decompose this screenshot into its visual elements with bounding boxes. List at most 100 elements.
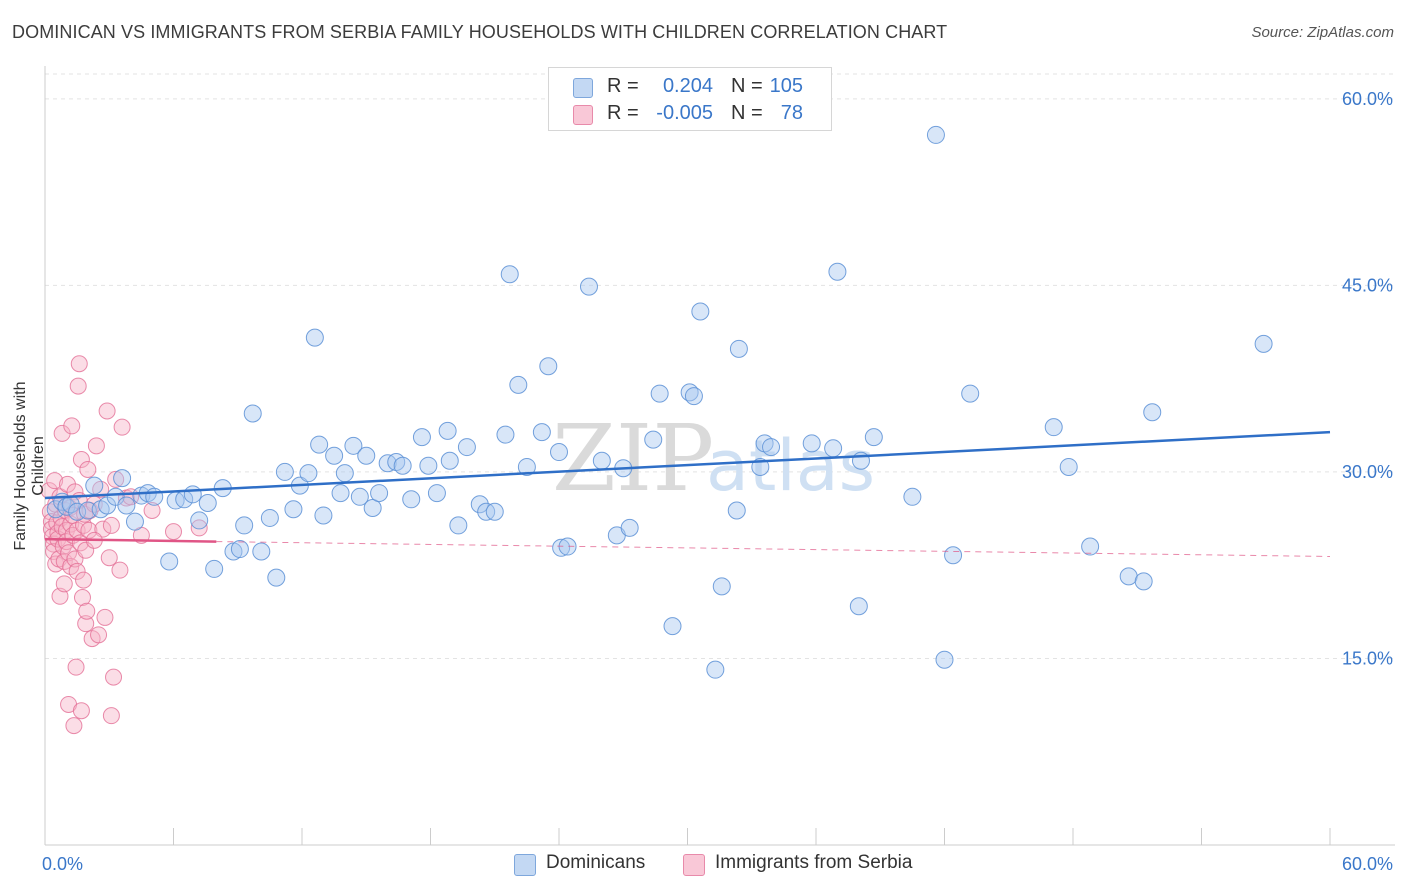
dominican-point <box>117 496 136 515</box>
dominican-point <box>684 387 703 406</box>
dominican-point <box>419 456 438 475</box>
legend-swatch-blue <box>573 78 593 98</box>
dominican-point <box>691 302 710 321</box>
legend-n-label: N = <box>731 102 763 124</box>
serbia-point <box>69 377 87 395</box>
dominican-point <box>113 469 132 488</box>
serbia-point <box>96 608 114 626</box>
serbia-trend-line <box>44 537 217 543</box>
dominican-point <box>1044 418 1063 437</box>
dominican-point <box>78 501 97 520</box>
serbia-point <box>102 516 120 534</box>
serbia-point <box>78 602 96 620</box>
dominican-point <box>325 446 344 465</box>
y-tick-label: 15.0% <box>1342 648 1393 668</box>
dominican-point <box>275 462 294 481</box>
dominican-point <box>350 487 369 506</box>
dominican-point <box>205 559 224 578</box>
dominican-point <box>299 464 318 483</box>
serbia-point <box>70 355 88 373</box>
dominican-point <box>496 425 515 444</box>
dominican-point <box>85 476 104 495</box>
dominican-point <box>314 506 333 525</box>
dominican-point <box>802 434 821 453</box>
legend-r-label: R = <box>607 75 639 97</box>
dominican-point <box>470 495 489 514</box>
bottom-legend-label: Dominicans <box>546 852 646 873</box>
dominican-point <box>412 428 431 447</box>
bottom-legend-swatch-blue <box>514 854 536 876</box>
serbia-point <box>102 707 120 725</box>
dominican-point <box>961 384 980 403</box>
dominican-point <box>305 328 324 347</box>
y-tick-label: 30.0% <box>1342 462 1393 482</box>
dominican-point <box>260 508 279 527</box>
serbia-point <box>90 626 108 644</box>
dominican-point <box>344 436 363 455</box>
dominican-point <box>620 518 639 537</box>
serbia-point <box>57 533 75 551</box>
dominican-point <box>849 597 868 616</box>
serbia-point <box>65 717 83 735</box>
dominican-point <box>828 262 847 281</box>
serbia-point <box>79 460 97 478</box>
dominican-point <box>706 660 725 679</box>
dominican-point <box>926 125 945 144</box>
dominican-point <box>1254 334 1273 353</box>
dominican-point <box>243 404 262 423</box>
serbia-point <box>55 575 73 593</box>
y-axis-label: Family Households with Children <box>12 381 47 551</box>
dominicans-trend-line <box>44 430 1331 500</box>
legend-swatch-pink <box>573 105 593 125</box>
series-serbia-points <box>40 355 208 735</box>
dominican-point <box>145 487 164 506</box>
dominican-point <box>762 438 781 457</box>
y-tick-label: 45.0% <box>1342 275 1393 295</box>
dominican-point <box>1119 567 1138 586</box>
dominican-point <box>935 650 954 669</box>
serbia-point <box>165 523 182 541</box>
dominican-point <box>183 485 202 504</box>
dominican-point <box>370 484 389 503</box>
series-dominicans-points <box>46 125 1273 679</box>
serbia-trend-extension <box>216 541 1331 557</box>
serbia-point <box>60 544 78 562</box>
dominican-point <box>532 423 551 442</box>
dominican-point <box>824 439 843 458</box>
legend-n-label: N = <box>731 75 763 97</box>
serbia-point <box>63 417 81 435</box>
dominican-point <box>864 428 883 447</box>
dominican-point <box>944 546 963 565</box>
legend-row-dominicans: R = 0.204 N = 105 <box>549 75 831 101</box>
serbia-point <box>75 571 93 589</box>
dominican-point <box>1081 537 1100 556</box>
serbia-point <box>67 658 85 676</box>
dominican-point <box>198 494 217 513</box>
dominican-point <box>230 540 249 559</box>
dominican-point <box>449 516 468 535</box>
serbia-point <box>72 451 90 468</box>
dominican-point <box>357 446 376 465</box>
legend-row-serbia: R = -0.005 N = 78 <box>549 102 831 128</box>
serbia-point <box>80 521 98 539</box>
chart-source: Source: ZipAtlas.com <box>1251 24 1394 41</box>
serbia-point <box>87 437 105 455</box>
dominican-point <box>402 490 421 509</box>
dominican-point <box>160 552 179 571</box>
dominican-point <box>550 443 568 462</box>
dominican-point <box>331 484 350 503</box>
dominican-point <box>712 577 731 596</box>
legend-r-value: -0.005 <box>656 102 713 124</box>
dominican-point <box>517 457 536 476</box>
serbia-point <box>72 702 90 720</box>
dominican-point <box>650 384 669 403</box>
dominican-point <box>252 542 271 561</box>
dominican-point <box>663 617 682 636</box>
tick-labels: 15.0% 30.0% 45.0% 60.0% 0.0% 60.0% <box>42 89 1393 874</box>
dominican-point <box>509 375 528 394</box>
dominican-point <box>500 265 519 284</box>
chart-title: DOMINICAN VS IMMIGRANTS FROM SERBIA FAMI… <box>12 22 948 42</box>
dominican-point <box>485 502 504 521</box>
watermark-zip: ZIP <box>552 405 714 512</box>
